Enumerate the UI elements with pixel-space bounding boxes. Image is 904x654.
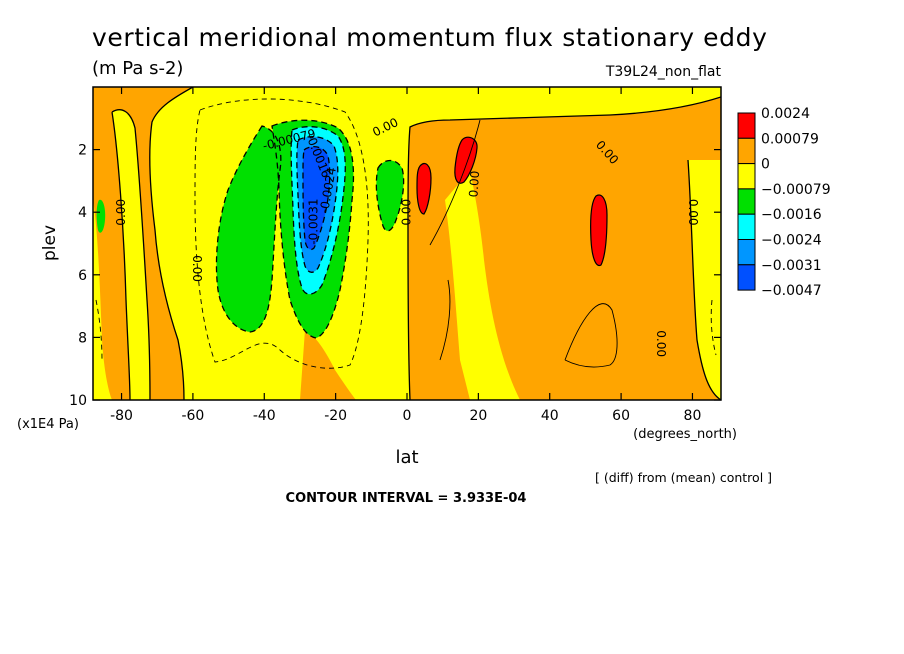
- contour-line-dashed-north-edge: [710, 299, 717, 356]
- colorbar-swatch: [737, 213, 756, 240]
- diff-note: [ (diff) from (mean) control ]: [595, 470, 772, 485]
- x-tick-label: -80: [110, 408, 133, 424]
- contour-line-outer-negative-left: [194, 98, 369, 369]
- colorbar-swatch: [737, 163, 756, 190]
- region-fill-green-small-south: [96, 199, 106, 233]
- contour-label: 0.00: [400, 199, 414, 226]
- contour-lines: [95, 87, 721, 400]
- x-tick-label: 20: [469, 408, 487, 424]
- x-tick-label: -40: [253, 408, 276, 424]
- region-fill-green-left: [216, 126, 281, 332]
- colorbar-label: −0.00079: [761, 182, 831, 198]
- colorbar-label: −0.0031: [761, 258, 822, 274]
- colorbar-label: −0.0024: [761, 233, 822, 249]
- contour-label: 0.00: [466, 170, 482, 198]
- colorbar-swatch: [737, 112, 756, 139]
- chart-units: (m Pa s-2): [92, 58, 183, 79]
- colorbar-label: −0.0016: [761, 207, 822, 223]
- contour-line-green-left: [215, 125, 282, 333]
- contour-line-positive-north: [429, 119, 481, 361]
- colorbar-label: −0.0047: [761, 283, 822, 299]
- contour-line-yellow-south-band: [111, 109, 151, 400]
- colorbar-swatch: [737, 264, 756, 291]
- contour-label: -0.0031: [307, 198, 321, 244]
- region-fill-yellow-center-band: [112, 109, 150, 400]
- x-tick-label: 80: [684, 408, 702, 424]
- colorbar-swatch: [737, 239, 756, 266]
- contour-line-green-center: [271, 119, 355, 339]
- contour-label: 0.00: [654, 330, 668, 357]
- region-fill-blue: [303, 146, 330, 250]
- contour-line-cyan: [290, 125, 346, 295]
- x-tick-label: 0: [403, 408, 412, 424]
- contour-line-red-3: [590, 194, 608, 267]
- axis-layer: -80 -60 -40 -20 0 20 40 60 80 2 4 6 8 10: [69, 87, 721, 424]
- region-fill-green-small-equator: [376, 160, 404, 231]
- x-tick-label: -20: [324, 408, 347, 424]
- contour-label: 0.00: [686, 199, 700, 226]
- colorbar-label: 0.0024: [761, 106, 810, 122]
- contour-line-light-blue: [296, 135, 339, 273]
- x-tick-label: 60: [612, 408, 630, 424]
- contour-label: 0.00: [114, 199, 128, 226]
- region-fill-yellow-south-band: [93, 200, 112, 400]
- y-axis-label: plev: [40, 225, 60, 261]
- x-axis-label: lat: [395, 447, 418, 468]
- contour-line-positive-south: [564, 303, 618, 368]
- contour-line-red-2: [454, 136, 478, 184]
- region-fill-yellow-mid-north: [445, 170, 520, 400]
- contour-line-red-1: [416, 162, 432, 215]
- contour-fill: [93, 87, 721, 400]
- colorbar-swatch: [737, 188, 756, 215]
- contour-line-orange-north: [407, 96, 721, 400]
- region-fill-red-3: [590, 194, 607, 266]
- chart-title: vertical meridional momentum flux statio…: [92, 23, 767, 52]
- contour-interval: CONTOUR INTERVAL = 3.933E-04: [286, 491, 527, 506]
- run-label: T39L24_non_flat: [605, 64, 722, 80]
- colorbar-swatch: [737, 137, 756, 165]
- colorbar-label: 0: [761, 157, 770, 173]
- contour-line-blue: [302, 145, 331, 251]
- contour-line-dashed-south-edge: [95, 299, 103, 361]
- y-tick-label: 4: [78, 205, 87, 221]
- contour-line-orange-far-south: [149, 87, 194, 400]
- y-tick-label: 2: [78, 143, 87, 159]
- contour-label: 0.00: [190, 255, 204, 282]
- region-fill-red-1: [417, 163, 431, 214]
- x-tick-label: -60: [181, 408, 204, 424]
- contour-line-yellow-north-edge: [687, 159, 721, 400]
- x-tick-label: 40: [541, 408, 559, 424]
- y-tick-label: 8: [78, 330, 87, 346]
- contour-line-green-small-equator: [375, 159, 405, 232]
- colorbar: 0.0024 0.00079 0 −0.00079 −0.0016 −0.0024 −0.0…: [737, 106, 831, 299]
- y-tick-label: 10: [69, 393, 87, 409]
- region-fill-orange-lower-mid: [300, 330, 356, 400]
- y-tick-label: 6: [78, 268, 87, 284]
- y-axis-units: (x1E4 Pa): [17, 417, 79, 432]
- colorbar-label: 0.00079: [761, 131, 819, 147]
- x-axis-units: (degrees_north): [633, 427, 737, 442]
